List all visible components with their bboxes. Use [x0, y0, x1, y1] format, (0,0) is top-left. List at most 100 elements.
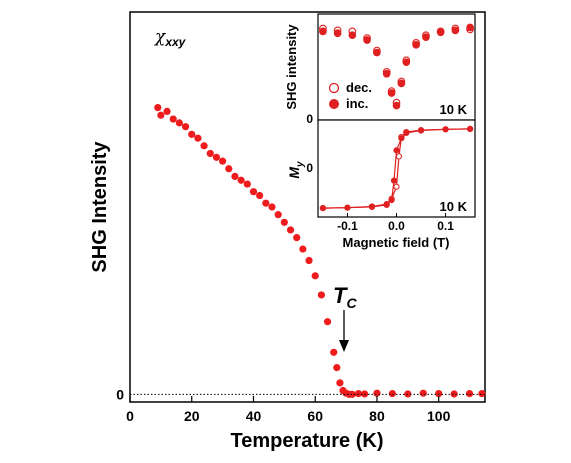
- inset-x-tick-label: 0.0: [388, 219, 405, 233]
- data-point: [175, 119, 183, 127]
- data-point: [154, 103, 162, 112]
- data-point: [395, 153, 403, 160]
- data-point: [317, 291, 325, 299]
- inset-shg-chart: SHG intensity 0 dec. inc. 10 K: [284, 13, 476, 126]
- data-point: [344, 204, 351, 211]
- data-point: [319, 205, 327, 212]
- data-point: [466, 23, 474, 32]
- data-point: [465, 389, 474, 398]
- data-point: [225, 165, 233, 173]
- x-tick-label: 40: [246, 408, 262, 424]
- data-point: [262, 199, 270, 207]
- data-point: [354, 389, 363, 398]
- y-axis-title: SHG Intensity: [89, 141, 111, 273]
- data-point: [231, 172, 239, 181]
- data-point: [206, 149, 214, 158]
- chi-subscript: xxy: [164, 35, 186, 49]
- data-point: [398, 135, 405, 142]
- tc-arrow-head: [339, 340, 349, 352]
- x-tick-label: 60: [307, 408, 323, 424]
- main-data-points: [154, 103, 486, 398]
- hysteresis-line: [322, 128, 471, 209]
- data-point: [169, 115, 177, 123]
- inset-bottom-y-tick: 0: [306, 161, 313, 175]
- data-point: [383, 201, 390, 208]
- data-point: [373, 389, 381, 397]
- data-point: [392, 101, 401, 110]
- inset-bottom-temperature: 10 K: [440, 199, 468, 214]
- data-point: [412, 40, 420, 49]
- data-point: [393, 183, 400, 190]
- data-point: [436, 28, 445, 37]
- data-point: [333, 363, 341, 372]
- data-point: [323, 318, 332, 326]
- data-point: [450, 390, 458, 398]
- data-point: [388, 389, 396, 398]
- data-point: [442, 126, 449, 133]
- data-point: [280, 218, 288, 226]
- inset-x-tick-label: -0.1: [337, 219, 358, 233]
- data-point: [256, 191, 264, 200]
- data-point: [163, 107, 171, 116]
- data-point: [403, 129, 410, 137]
- data-point: [157, 111, 165, 119]
- data-point: [451, 26, 460, 35]
- data-point: [373, 48, 381, 57]
- data-point: [286, 226, 295, 234]
- inset-x-ticks: -0.1 0.0 0.1: [337, 213, 454, 233]
- inset-top-data-points: [319, 23, 474, 110]
- data-point: [333, 29, 342, 38]
- chi-symbol: χxxy: [154, 27, 187, 49]
- data-point: [311, 272, 319, 280]
- data-point: [200, 142, 208, 150]
- data-point: [393, 147, 400, 154]
- data-point: [478, 389, 486, 398]
- legend-inc-label: inc.: [346, 96, 368, 111]
- data-point: [330, 348, 338, 356]
- data-point: [435, 389, 443, 398]
- data-point: [299, 245, 307, 253]
- legend-open-circle-marker: [328, 82, 340, 94]
- main-x-ticks: 0 20 40 60 80 100: [126, 396, 451, 424]
- legend-filled-circle-marker: [329, 99, 339, 109]
- data-point: [212, 153, 221, 161]
- data-point: [249, 188, 258, 196]
- data-point: [387, 89, 396, 97]
- main-plot-frame: [129, 11, 486, 403]
- inset-bottom-y-subscript: y: [295, 161, 306, 168]
- data-point: [417, 127, 425, 134]
- data-point: [388, 196, 395, 204]
- inset-x-tick-label: 0.1: [437, 219, 454, 233]
- data-point: [305, 256, 313, 265]
- data-point: [243, 180, 251, 188]
- data-point: [336, 379, 344, 387]
- data-point: [397, 79, 406, 88]
- legend-dec-label: dec.: [346, 80, 372, 95]
- y-tick-label: 0: [116, 386, 124, 402]
- data-point: [268, 203, 276, 211]
- tc-subscript: C: [346, 295, 357, 311]
- data-point: [382, 69, 391, 78]
- tc-annotation: TC: [333, 283, 357, 311]
- x-axis-title: Temperature (K): [231, 430, 384, 452]
- data-point: [390, 177, 398, 184]
- data-point: [274, 211, 282, 219]
- inset-magnetization-chart: -0.1 0.0 0.1 My 0 10 K Magnetic field (T): [286, 119, 476, 250]
- data-point: [363, 36, 371, 44]
- inset-bottom-frame: [317, 119, 476, 218]
- inset-top-temperature: 10 K: [440, 102, 468, 117]
- data-point: [368, 203, 376, 210]
- main-chart: 0 20 40 60 80 100 χxxy TC Temperature (K) SHG…: [89, 11, 486, 452]
- data-point: [219, 157, 227, 165]
- data-point: [402, 58, 411, 67]
- data-point: [422, 33, 430, 41]
- x-tick-label: 100: [427, 408, 451, 424]
- data-point: [188, 130, 196, 138]
- data-point: [194, 134, 202, 142]
- x-tick-label: 20: [184, 408, 200, 424]
- x-tick-label: 80: [369, 408, 385, 424]
- data-point: [293, 233, 301, 242]
- inset-bottom-data-points: [319, 125, 474, 212]
- data-point: [419, 389, 427, 397]
